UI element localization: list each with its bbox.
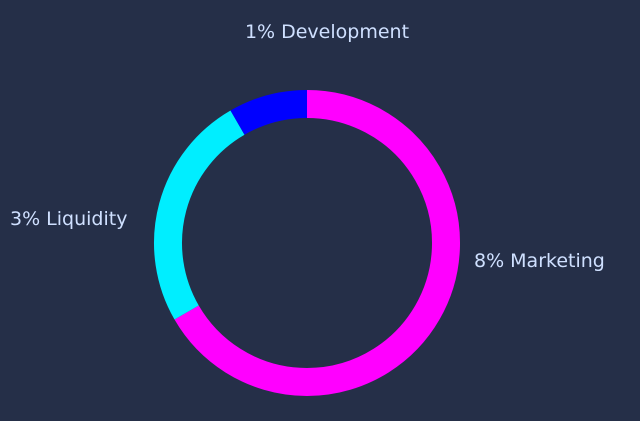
donut-segment: [154, 110, 245, 320]
segment-label: 3% Liquidity: [10, 208, 127, 230]
value-label: 3%: [10, 208, 40, 230]
value-label: 1%: [245, 21, 275, 43]
segment-label: 8% Marketing: [474, 250, 605, 272]
donut-segment: [230, 90, 308, 135]
value-label: 8%: [474, 250, 504, 272]
category-label: Liquidity: [46, 208, 127, 230]
segment-label: 1% Development: [245, 21, 409, 43]
donut-segment: [174, 90, 460, 396]
category-label: Marketing: [510, 250, 605, 272]
category-label: Development: [281, 21, 409, 43]
